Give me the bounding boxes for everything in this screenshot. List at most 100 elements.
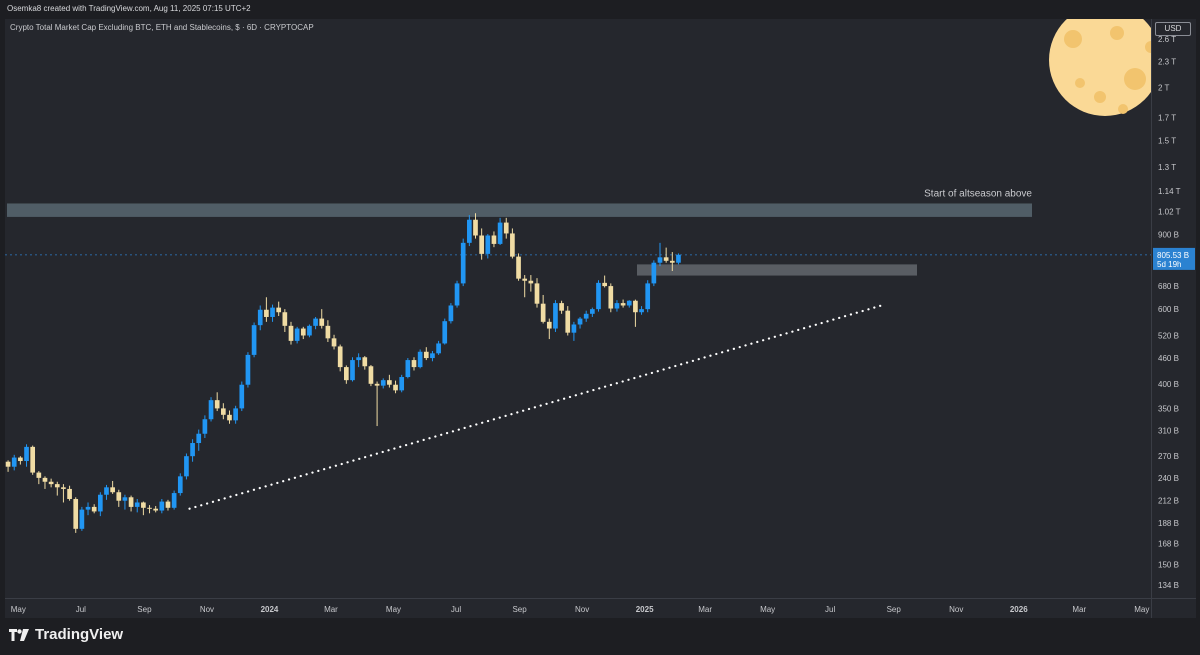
price-tick-label: 1.14 T: [1158, 187, 1181, 196]
candle: [73, 497, 79, 533]
candle: [393, 380, 398, 394]
candle: [442, 318, 448, 345]
candle: [362, 356, 368, 370]
candle-body: [651, 262, 657, 284]
price-tick-label: 1.3 T: [1158, 163, 1176, 172]
candle: [596, 280, 601, 312]
candle-body: [288, 325, 294, 341]
candle: [411, 357, 417, 371]
candle: [583, 310, 589, 322]
time-tick-label: Mar: [324, 605, 338, 614]
candle-body: [393, 384, 398, 391]
candle-body: [583, 313, 589, 319]
candle: [270, 304, 275, 322]
time-tick-label: 2026: [1010, 605, 1028, 614]
candle: [313, 316, 318, 330]
candle: [153, 506, 159, 513]
candle-body: [645, 283, 651, 310]
price-tick-label: 520 B: [1158, 331, 1179, 340]
candle-body: [61, 487, 66, 489]
candle: [300, 326, 306, 340]
candle-body: [171, 493, 177, 508]
candle: [307, 324, 312, 338]
brand-name: TradingView: [35, 626, 124, 643]
candle: [473, 213, 478, 239]
candle-body: [54, 484, 60, 488]
candle: [565, 306, 571, 336]
candle: [220, 403, 226, 420]
candle-body: [423, 351, 429, 359]
candle-body: [134, 502, 140, 507]
candle-body: [596, 282, 601, 310]
candle-body: [97, 494, 103, 512]
candle-body: [85, 506, 91, 510]
time-tick-label: Sep: [137, 605, 152, 614]
candle-body: [276, 307, 282, 313]
candle: [344, 365, 349, 384]
price-tick-label: 168 B: [1158, 540, 1179, 549]
candle-body: [374, 383, 380, 386]
candle: [399, 374, 405, 393]
candle-body: [669, 260, 675, 263]
candle: [97, 492, 103, 517]
candle: [522, 275, 528, 298]
candle-body: [319, 318, 325, 326]
candle-body: [128, 497, 134, 507]
time-axis[interactable]: May Jul Sep Nov 2024 Mar May Jul Sep Nov 2025 Mar Ma…: [5, 598, 1151, 619]
price-tick-label: 400 B: [1158, 380, 1179, 389]
candle-body: [11, 457, 17, 467]
candle-body: [663, 257, 669, 261]
candle: [196, 429, 202, 451]
candle: [497, 217, 503, 245]
candle-body: [42, 477, 48, 482]
candle: [614, 300, 620, 312]
candle-body: [479, 235, 484, 254]
price-tick-label: 680 B: [1158, 282, 1179, 291]
price-tick-label: 134 B: [1158, 581, 1179, 590]
candle-body: [122, 497, 128, 501]
candle: [657, 242, 663, 267]
candle-body: [430, 353, 435, 359]
candle: [356, 353, 361, 368]
candle-body: [387, 380, 392, 385]
candle-body: [620, 303, 626, 306]
moon-crater: [1075, 78, 1085, 88]
chart-svg[interactable]: Start of altseason above: [5, 4, 1161, 598]
candle: [633, 299, 638, 327]
candle: [669, 252, 675, 272]
candle-body: [177, 476, 183, 494]
time-tick-label: May: [760, 605, 775, 614]
price-tick-label: 600 B: [1158, 305, 1179, 314]
tradingview-logo[interactable]: TradingView: [9, 626, 123, 643]
currency-badge[interactable]: USD: [1155, 22, 1191, 36]
candle: [239, 381, 245, 412]
chart-pane[interactable]: Start of altseason above: [5, 4, 1161, 598]
candle: [368, 365, 374, 387]
candle-body: [282, 312, 288, 326]
price-tick-label: 460 B: [1158, 354, 1179, 363]
candle-body: [18, 457, 23, 462]
candle-body: [239, 384, 245, 409]
candle-body: [325, 325, 331, 339]
candle: [288, 321, 294, 345]
candle-body: [485, 235, 491, 254]
candle-body: [503, 222, 509, 234]
candle: [337, 344, 343, 372]
candle: [423, 347, 429, 361]
candle: [577, 316, 583, 329]
candle-body: [356, 357, 361, 361]
candle-body: [245, 354, 251, 385]
price-tick-label: 2 T: [1158, 83, 1170, 92]
candle: [30, 445, 36, 475]
candle-body: [91, 506, 97, 512]
candle: [553, 300, 558, 332]
candle: [294, 326, 300, 344]
candle-body: [214, 400, 220, 409]
candle: [11, 454, 17, 471]
candle-body: [251, 325, 257, 355]
candle-body: [540, 303, 546, 322]
price-axis[interactable]: 2.6 T 2.3 T 2 T 1.7 T 1.5 T 1.3 T 1.14 T 1.02 T…: [1151, 19, 1196, 598]
candle: [510, 228, 515, 259]
candle-body: [405, 360, 411, 378]
